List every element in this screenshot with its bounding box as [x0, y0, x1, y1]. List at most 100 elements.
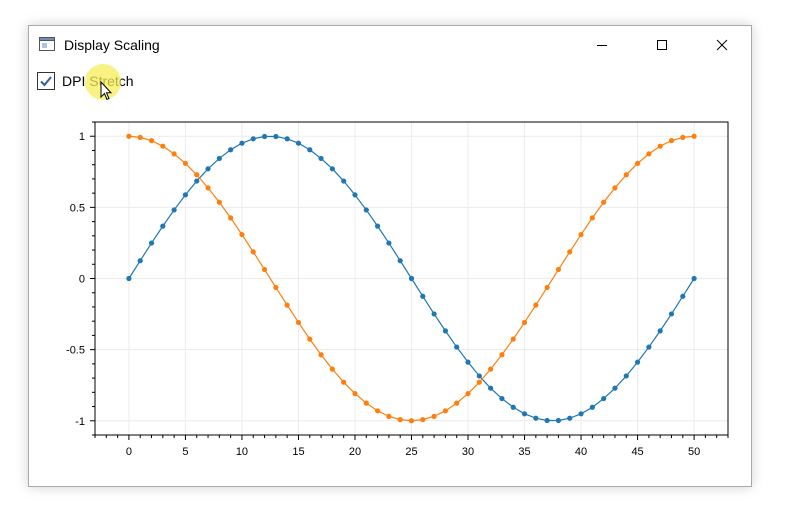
data-point — [533, 415, 539, 421]
data-point — [544, 417, 550, 424]
data-point — [397, 417, 403, 423]
maximize-button[interactable] — [639, 26, 685, 64]
data-point — [386, 413, 392, 419]
data-point — [680, 134, 686, 140]
y-tick-label: 0 — [79, 274, 85, 286]
data-point — [431, 413, 437, 419]
data-point — [171, 151, 177, 157]
data-point — [307, 336, 313, 342]
x-tick-label: 40 — [575, 446, 587, 458]
plot-series — [126, 133, 697, 424]
data-point — [431, 311, 437, 317]
minimize-icon — [597, 45, 607, 46]
data-point — [601, 199, 607, 205]
data-point — [589, 404, 595, 410]
data-point — [273, 133, 279, 140]
data-point — [295, 319, 302, 326]
data-point — [194, 178, 200, 184]
data-point — [341, 178, 347, 184]
data-point — [352, 390, 358, 397]
y-tick-label: 1 — [79, 131, 85, 143]
window-title: Display Scaling — [64, 37, 160, 53]
close-button[interactable] — [699, 26, 745, 64]
data-point — [194, 172, 200, 178]
close-icon — [716, 39, 728, 51]
data-point — [454, 400, 460, 406]
dpi-stretch-checkbox[interactable] — [37, 72, 55, 90]
y-axis: 1 0.5 0 -0.5 -1 — [66, 121, 95, 436]
data-point — [160, 143, 166, 149]
window-app-icon — [39, 37, 55, 51]
data-point — [318, 155, 324, 162]
data-point — [691, 275, 697, 282]
data-point — [601, 395, 607, 402]
data-point — [578, 231, 584, 238]
data-point — [634, 160, 641, 167]
data-point — [250, 136, 256, 142]
data-point — [284, 302, 290, 308]
data-point — [408, 418, 415, 424]
data-point — [126, 133, 132, 139]
data-point — [261, 133, 268, 140]
data-point — [352, 192, 358, 198]
data-point — [329, 166, 335, 172]
data-point — [148, 138, 155, 144]
data-point — [307, 147, 313, 153]
data-point — [476, 373, 482, 379]
data-point — [578, 411, 584, 417]
data-point — [623, 172, 629, 178]
data-point — [216, 199, 222, 205]
data-point — [442, 408, 449, 414]
data-point — [488, 385, 494, 391]
data-point — [126, 275, 132, 282]
data-point — [295, 140, 302, 146]
data-point — [182, 192, 189, 198]
x-tick-label: 30 — [462, 446, 474, 458]
data-point — [657, 143, 663, 149]
data-point — [160, 223, 166, 229]
data-point — [261, 266, 268, 273]
data-point — [205, 166, 211, 172]
title-bar[interactable]: Display Scaling — [29, 26, 751, 64]
data-point — [476, 379, 482, 385]
x-tick-label: 25 — [405, 446, 417, 458]
data-point — [668, 138, 675, 144]
data-point — [680, 293, 686, 299]
data-point — [205, 185, 211, 191]
data-point — [691, 133, 697, 139]
mouse-cursor-icon — [100, 81, 113, 101]
y-tick-label: -0.5 — [66, 345, 85, 357]
y-tick-label: -1 — [75, 416, 85, 428]
x-tick-label: 50 — [688, 446, 700, 458]
data-point — [182, 160, 189, 167]
data-point — [397, 258, 403, 264]
data-point — [521, 319, 528, 326]
data-point — [374, 408, 381, 414]
data-point — [420, 417, 426, 423]
data-point — [646, 151, 652, 157]
x-tick-label: 5 — [182, 446, 188, 458]
data-point — [341, 379, 347, 385]
x-tick-label: 35 — [518, 446, 530, 458]
maximize-icon — [657, 40, 667, 50]
data-point — [612, 385, 618, 391]
data-point — [544, 284, 550, 291]
x-tick-label: 20 — [349, 446, 361, 458]
data-point — [567, 249, 573, 255]
data-point — [646, 344, 652, 350]
data-point — [363, 400, 369, 406]
data-point — [465, 390, 471, 397]
data-point — [521, 411, 528, 417]
data-point — [171, 207, 177, 213]
x-axis: 0 5 10 15 20 25 30 35 40 45 50 — [94, 435, 729, 458]
data-point — [239, 231, 245, 238]
data-point — [273, 284, 279, 291]
data-point — [250, 249, 256, 255]
data-point — [318, 352, 324, 358]
data-point — [442, 328, 449, 334]
series-2 — [126, 133, 697, 424]
data-point — [374, 223, 381, 229]
data-point — [488, 366, 494, 372]
sine-cosine-plot[interactable]: 0 5 10 15 20 25 30 35 40 45 50 1 0.5 0 -0.5 -1 — [29, 26, 751, 486]
minimize-button[interactable] — [579, 26, 625, 64]
